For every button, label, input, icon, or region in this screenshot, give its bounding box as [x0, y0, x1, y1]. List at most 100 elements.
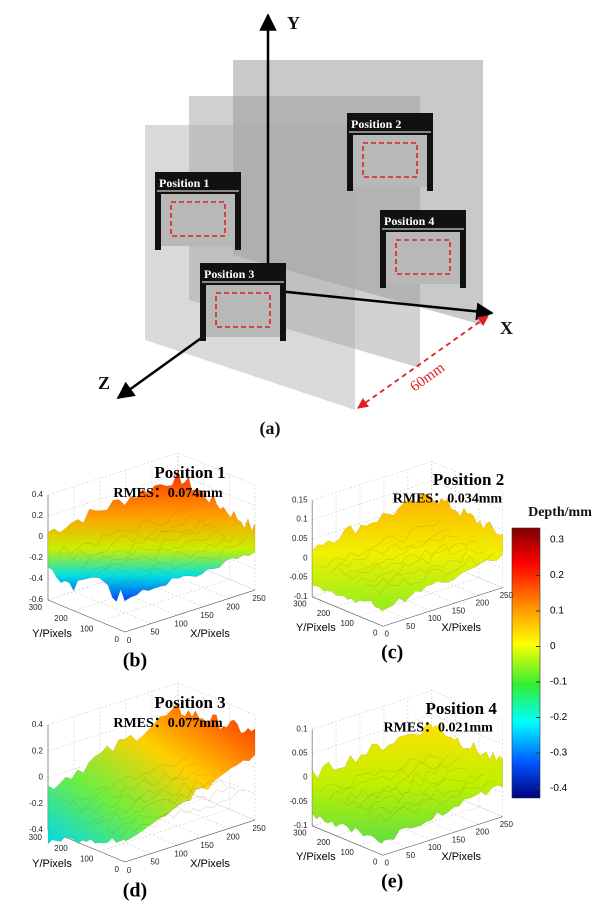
z-tick-label: 0	[39, 532, 44, 541]
roi	[395, 239, 451, 275]
axis-label: Z	[98, 373, 110, 393]
grid-line	[431, 480, 503, 511]
x-tick-label: 200	[476, 599, 490, 608]
x-tick-label: 50	[406, 851, 415, 860]
z-tick-label: -0.05	[289, 573, 308, 582]
grid-line	[335, 588, 408, 619]
surface-ridge	[356, 541, 477, 584]
surface-ridge	[365, 548, 485, 587]
x-tick-label: 200	[226, 603, 240, 612]
x-tick-label: 0	[384, 859, 389, 868]
panel-title: Position 4	[426, 699, 498, 718]
x-axis	[267, 288, 494, 321]
z-tick-label: 0.2	[32, 511, 44, 520]
surface-ridge	[373, 780, 494, 823]
x-tick-label: 0	[127, 636, 132, 645]
axis-label: X	[500, 318, 513, 338]
grid-line	[431, 714, 503, 745]
x-tick-label: 100	[174, 619, 188, 628]
surface-ridge	[320, 754, 441, 793]
z-tick-label: -0.05	[289, 797, 308, 806]
caption: (c)	[381, 641, 403, 663]
z-tick-label: 0.4	[32, 720, 44, 729]
grid-line	[312, 690, 432, 730]
surface-ridge	[356, 775, 477, 811]
roi	[170, 201, 226, 237]
surface-ridge	[86, 524, 217, 575]
y-tick-label: 200	[317, 838, 331, 847]
surface-ridge	[115, 789, 246, 838]
x-tick-label: 100	[428, 843, 442, 852]
grid-line	[47, 682, 179, 726]
y-tick-label: 100	[341, 848, 355, 857]
y-tick-label: 0	[373, 858, 378, 867]
x-tick-label: 150	[200, 611, 214, 620]
grid-line	[431, 786, 503, 817]
grid-line	[407, 565, 479, 596]
colorbar-tick-label: -0.2	[550, 712, 568, 723]
z-tick-label: 0.05	[292, 748, 308, 757]
y-tick-label: 100	[341, 619, 355, 628]
position-label: Position 3	[204, 267, 254, 281]
x-tick-label: 0	[384, 630, 389, 639]
surface-ridge	[57, 758, 188, 803]
x-tick-label: 150	[452, 835, 466, 844]
x-tick-label: 50	[151, 628, 160, 637]
y-axis-label: Y/Pixels	[296, 851, 336, 863]
z-tick-label: -0.4	[29, 825, 43, 834]
surface-ridge	[373, 552, 494, 594]
z-tick-label: 0.1	[296, 515, 308, 524]
z-tick-label: 0	[303, 773, 308, 782]
axis-line	[47, 599, 126, 633]
z-tick-label: 0	[303, 553, 308, 562]
x-tick-label: 100	[174, 849, 188, 858]
position-label: Position 4	[384, 214, 434, 228]
z-tick-label: -0.6	[29, 595, 43, 604]
axis-line	[312, 596, 384, 627]
surface-ridge	[96, 779, 227, 824]
grid-line	[312, 480, 432, 520]
y-tick-label: 300	[29, 603, 43, 612]
y-tick-label: 0	[115, 635, 120, 644]
colorbar-tick-label: 0	[550, 641, 556, 652]
z-tick-label: 0.1	[296, 724, 308, 733]
position-label: Position 1	[159, 176, 209, 190]
z-tick-label: 0	[39, 773, 44, 782]
colorbar-tick-label: -0.3	[550, 748, 568, 759]
surface-ridge	[105, 532, 236, 582]
caption: (d)	[123, 880, 147, 902]
surface-ridge	[95, 531, 227, 575]
caption: (a)	[260, 418, 281, 439]
grid-line	[177, 452, 256, 486]
rmes-label: RMES：0.074mm	[113, 486, 223, 501]
axis-label: Y	[287, 13, 300, 33]
colorbar-tick-label: -0.4	[550, 783, 568, 794]
colorbar: Depth/mm 0.3 0.2 0.1 0 -0.1 -0.2 -0.3 -0.4	[511, 505, 592, 799]
y-axis-label: Y/Pixels	[296, 622, 336, 634]
surface-ridge	[347, 543, 468, 579]
grid-line	[99, 809, 230, 852]
x-tick-label: 150	[452, 606, 466, 615]
panel-title: Position 2	[433, 470, 504, 489]
position-label: Position 2	[351, 117, 401, 131]
rmes-label: RMES：0.077mm	[113, 716, 223, 731]
y-tick-label: 300	[29, 833, 43, 842]
y-tick-label: 100	[80, 624, 94, 633]
colorbar-tick-label: 0.3	[550, 535, 564, 546]
axis-line	[382, 587, 503, 627]
grid-line	[383, 573, 455, 604]
colorbar-tick-label: 0.1	[550, 606, 564, 617]
z-tick-label: 0.05	[292, 534, 308, 543]
surface-ridge	[115, 538, 246, 585]
z-tick-label: -0.1	[294, 592, 308, 601]
grid-line	[383, 802, 455, 833]
caption: (e)	[381, 870, 403, 892]
grid-line	[407, 794, 479, 825]
x-tick-label: 50	[151, 858, 160, 867]
surface-ridge	[329, 755, 450, 800]
colorbar-label: Depth/mm	[528, 505, 592, 520]
surface-ridge	[338, 758, 459, 804]
surface-ridge	[338, 535, 459, 576]
grid-line	[47, 708, 179, 752]
